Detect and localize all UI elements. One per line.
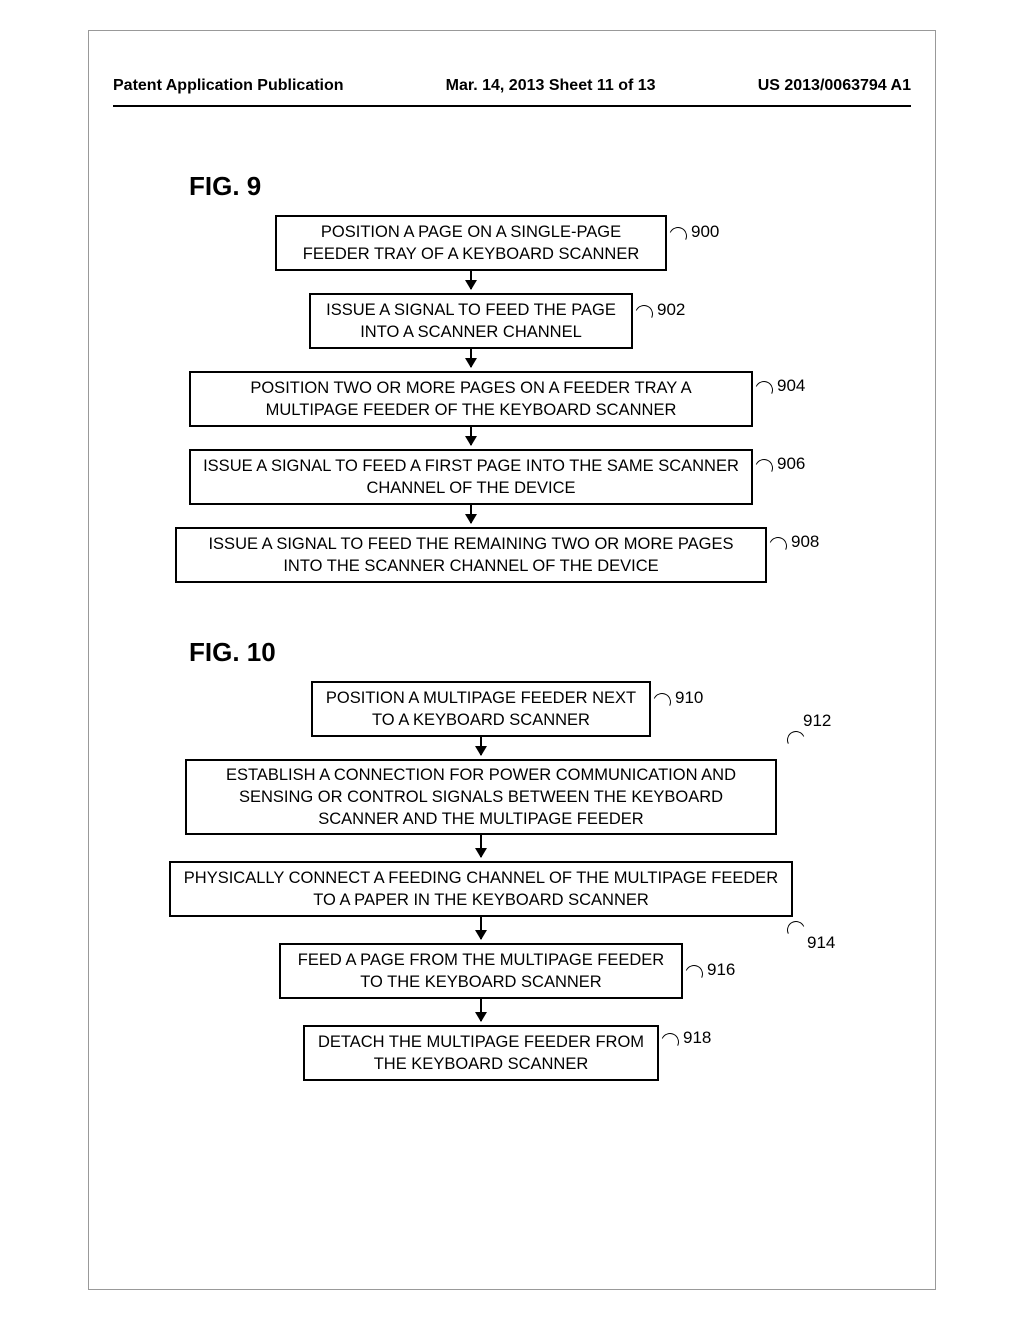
fig9-ref-900: 900 [691, 222, 719, 242]
fig9-box-906: ISSUE A SIGNAL TO FEED A FIRST PAGE INTO… [189, 449, 753, 505]
leader-icon [658, 1030, 681, 1053]
arrow-icon [470, 505, 472, 523]
fig9-box-904: POSITION TWO OR MORE PAGES ON A FEEDER T… [189, 371, 753, 427]
fig9-label: FIG. 9 [189, 171, 261, 202]
fig10-ref-914: 914 [807, 933, 835, 953]
arrow-icon [480, 917, 482, 939]
leader-icon [752, 456, 775, 479]
fig10-box-918: DETACH THE MULTIPAGE FEEDER FROM THE KEY… [303, 1025, 659, 1081]
fig9-box-908: ISSUE A SIGNAL TO FEED THE REMAINING TWO… [175, 527, 767, 583]
fig10-ref-912: 912 [803, 711, 831, 731]
leader-icon [752, 378, 775, 401]
fig10-ref-910: 910 [675, 688, 703, 708]
fig9-box-900: POSITION A PAGE ON A SINGLE-PAGE FEEDER … [275, 215, 667, 271]
arrow-icon [470, 427, 472, 445]
fig10-label: FIG. 10 [189, 637, 276, 668]
arrow-icon [480, 999, 482, 1021]
fig10-box-910: POSITION A MULTIPAGE FEEDER NEXT TO A KE… [311, 681, 651, 737]
fig9-ref-904: 904 [777, 376, 805, 396]
header-left: Patent Application Publication [113, 77, 344, 95]
leader-icon [766, 534, 789, 557]
fig9-ref-902: 902 [657, 300, 685, 320]
fig10-box-916: FEED A PAGE FROM THE MULTIPAGE FEEDER TO… [279, 943, 683, 999]
fig10-ref-918: 918 [683, 1028, 711, 1048]
fig9-box-902: ISSUE A SIGNAL TO FEED THE PAGE INTO A S… [309, 293, 633, 349]
fig9-ref-906: 906 [777, 454, 805, 474]
fig9-ref-908: 908 [791, 532, 819, 552]
header: Patent Application Publication Mar. 14, … [113, 77, 911, 101]
arrow-icon [470, 349, 472, 367]
leader-icon [784, 918, 807, 941]
header-rule [113, 105, 911, 107]
leader-icon [666, 224, 689, 247]
arrow-icon [480, 737, 482, 755]
fig10-box-914: PHYSICALLY CONNECT A FEEDING CHANNEL OF … [169, 861, 793, 917]
header-right: US 2013/0063794 A1 [758, 77, 911, 95]
arrow-icon [480, 835, 482, 857]
fig10-box-912: ESTABLISH A CONNECTION FOR POWER COMMUNI… [185, 759, 777, 835]
arrow-icon [470, 271, 472, 289]
leader-icon [682, 962, 705, 985]
leader-icon [784, 728, 807, 751]
leader-icon [650, 690, 673, 713]
header-center: Mar. 14, 2013 Sheet 11 of 13 [446, 77, 656, 95]
fig10-ref-916: 916 [707, 960, 735, 980]
page-frame: Patent Application Publication Mar. 14, … [88, 30, 936, 1290]
leader-icon [632, 302, 655, 325]
